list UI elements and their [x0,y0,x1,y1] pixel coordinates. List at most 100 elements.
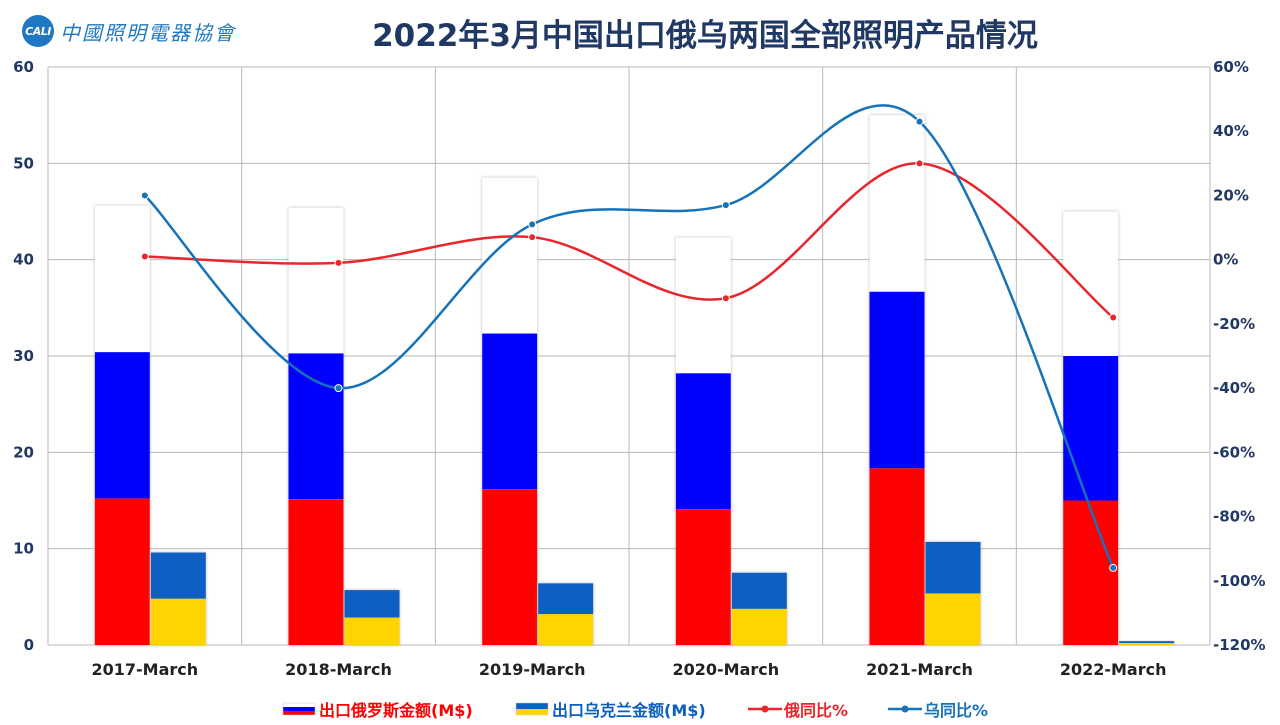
bar-russia-blue [1063,356,1119,501]
x-tick-label: 2021-March [866,660,973,679]
bar-russia-red [675,509,731,645]
grid [47,66,1211,646]
bars [94,115,1175,645]
bar-ukraine-yellow [925,593,981,645]
y-right-tick-label: -40% [1213,379,1255,397]
bar-ukraine-blue [538,583,594,615]
y-right-tick-label: 60% [1213,58,1249,76]
bar-ukraine-yellow [150,598,206,645]
bar-russia [1063,211,1119,645]
bar-russia-red [94,498,150,645]
y-left-tick-label: 30 [13,347,34,365]
legend-label: 出口乌克兰金额(M$) [552,701,706,720]
legend-label: 出口俄罗斯金额(M$) [319,701,473,720]
bar-russia-white [869,115,925,292]
chart-title: 2022年3月中国出口俄乌两国全部照明产品情况 [372,18,1038,54]
bar-ukraine-blue [925,541,981,594]
bar-russia-red [288,499,344,645]
bar-russia [675,237,731,645]
y-right-tick-label: 40% [1213,122,1249,140]
bar-russia-blue [482,333,538,490]
line-russia-yoy-point [1109,313,1118,322]
bar-ukraine-blue [731,572,787,609]
line-ukraine-yoy-point [528,220,537,229]
line-russia-yoy [144,162,1114,319]
line-russia-yoy-point [140,252,149,261]
bar-russia-blue [94,352,150,499]
bar-russia-white [675,237,731,374]
y-right-tick-label: -100% [1213,572,1266,590]
legend-marker [901,705,909,713]
bar-russia-red [869,468,925,645]
y-left-tick-label: 20 [13,443,34,461]
y-right-tick-label: 0% [1213,251,1238,269]
bar-ukraine-blue [1119,641,1175,644]
legend-ukraine-amount: 出口乌克兰金额(M$) [515,701,706,720]
line-russia-yoy-point [915,159,924,168]
y-left-tick-label: 60 [13,58,34,76]
line-russia-yoy-point [528,233,537,242]
y-right-tick-label: 20% [1213,186,1249,204]
logo-mark: CALI [22,15,54,47]
bar-ukraine [731,572,787,645]
bar-russia [94,205,150,645]
line-ukraine-yoy [143,104,1115,569]
bar-ukraine [925,541,981,645]
bar-ukraine-yellow [344,617,400,645]
line-ukraine-yoy-point [1109,563,1118,572]
bar-ukraine [1119,641,1175,645]
legend-ukraine-yoy: 乌同比% [888,701,988,720]
line-ukraine-yoy-point [140,191,149,200]
bar-russia-red [482,489,538,645]
axes: 0 10 20 30 40 50 60 -120% -100% -80% -60% -40% -20% 0… [13,58,1265,679]
x-tick-label: 2018-March [285,660,392,679]
bar-russia-blue [675,373,731,510]
y-left-tick-label: 40 [13,251,34,269]
bar-ukraine [538,583,594,645]
y-right-tick-label: -120% [1213,636,1266,654]
logo-text: 中國照明電器協會 [60,20,236,45]
line-ukraine-yoy-point [915,117,924,126]
y-right-tick-label: -20% [1213,315,1255,333]
bar-russia-white [288,207,344,354]
legend-label: 俄同比% [783,701,848,720]
line-ukraine-yoy-point [334,384,343,393]
legend-swatch [515,702,549,716]
y-left-tick-label: 50 [13,154,34,172]
legend-russia-amount: 出口俄罗斯金额(M$) [282,701,473,720]
legend-swatch [282,702,316,716]
y-right-tick-label: -80% [1213,508,1255,526]
y-left-tick-label: 10 [13,540,34,558]
x-tick-label: 2020-March [673,660,780,679]
bar-russia-red [1063,500,1119,645]
bar-ukraine [344,590,400,645]
line-russia-yoy-point [334,258,343,267]
x-tick-label: 2017-March [92,660,199,679]
line-russia-yoy-point [721,294,730,303]
logo: CALI 中國照明電器協會 [22,14,262,48]
bar-russia-white [94,205,150,353]
y-right-tick-label: -60% [1213,443,1255,461]
legend: 出口俄罗斯金额(M$) 出口乌克兰金额(M$) 俄同比% 乌同比% [282,701,988,720]
bar-russia [869,115,925,645]
legend-label: 乌同比% [924,701,988,720]
legend-russia-yoy: 俄同比% [748,701,848,720]
bar-russia-blue [869,291,925,469]
y-left-tick-label: 0 [24,636,34,654]
bar-ukraine-yellow [731,608,787,645]
x-tick-label: 2022-March [1060,660,1167,679]
legend-marker [761,705,769,713]
bar-russia [482,177,538,645]
line-ukraine-yoy-point [721,201,730,210]
bar-russia-white [1063,211,1119,356]
bar-ukraine-blue [150,552,206,599]
bar-russia-blue [288,353,344,500]
bar-ukraine-blue [344,590,400,618]
bar-ukraine-yellow [538,614,594,645]
lines [140,104,1118,572]
x-tick-label: 2019-March [479,660,586,679]
bar-ukraine-yellow [1119,643,1175,645]
bar-ukraine [150,552,206,645]
